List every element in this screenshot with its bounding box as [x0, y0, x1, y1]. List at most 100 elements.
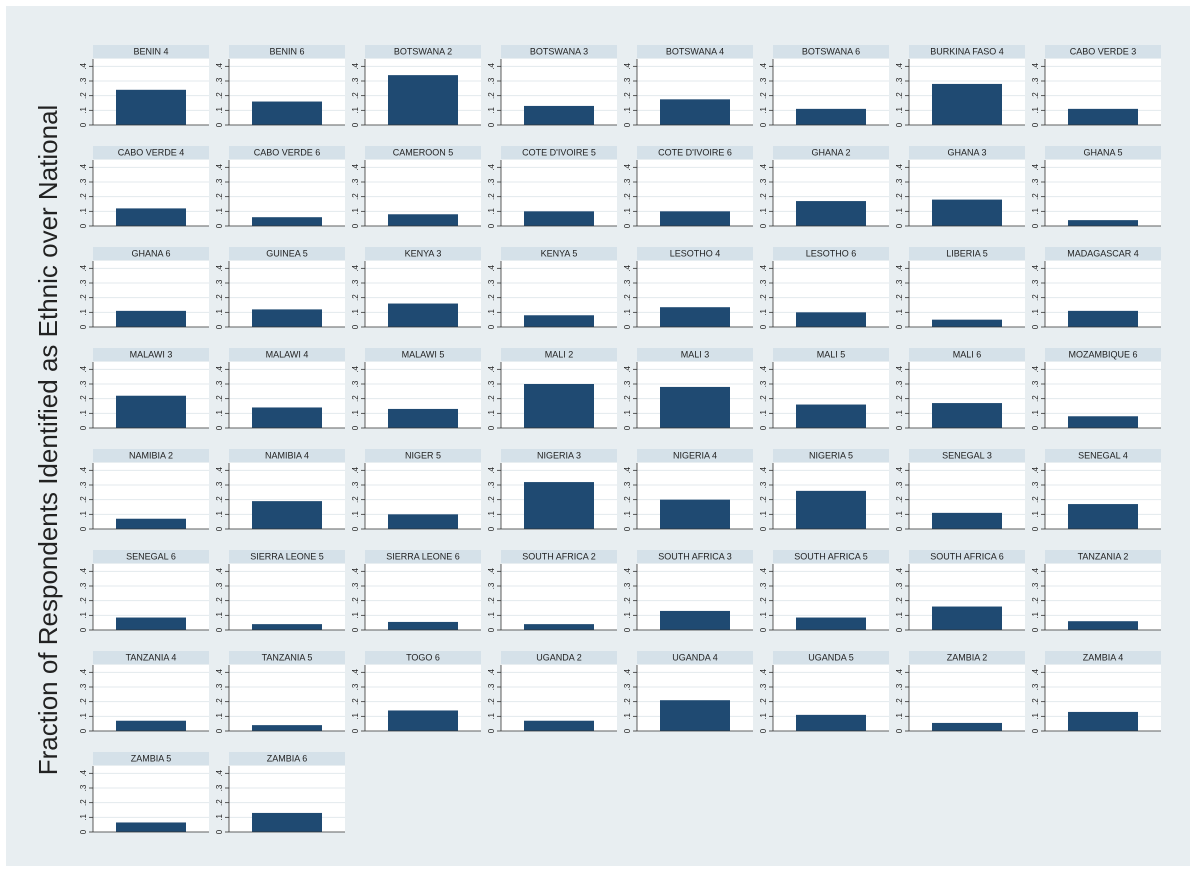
panel-title: MALAWI 5 [402, 349, 445, 359]
y-tick-label: .4 [759, 62, 768, 69]
panel-title: SIERRA LEONE 5 [250, 551, 324, 561]
bar [388, 303, 458, 327]
panel-title: SOUTH AFRICA 2 [522, 551, 596, 561]
y-tick-label: .2 [1031, 496, 1040, 503]
panel-header [909, 247, 1025, 260]
panel-header [93, 550, 209, 563]
bar [252, 407, 322, 428]
y-tick-label: .1 [351, 106, 360, 113]
plot-area [93, 665, 209, 731]
y-tick-label: .3 [215, 178, 224, 185]
y-tick-label: .4 [1031, 163, 1040, 170]
y-tick-label: .2 [623, 193, 632, 200]
panel-header [365, 348, 481, 361]
panel-header [93, 651, 209, 664]
y-tick-label: 0 [215, 627, 224, 632]
panel-header [93, 348, 209, 361]
panel-header [637, 45, 753, 58]
panel-title: CABO VERDE 6 [254, 147, 321, 157]
panel-header [909, 146, 1025, 159]
y-tick-label: .1 [759, 207, 768, 214]
y-tick-label: 0 [623, 526, 632, 531]
y-tick-label: .1 [79, 207, 88, 214]
bar [252, 725, 322, 731]
y-tick-label: 0 [215, 223, 224, 228]
plot-area [229, 160, 345, 226]
y-tick-label: .3 [351, 279, 360, 286]
y-tick-label: .2 [79, 92, 88, 99]
y-tick-label: .3 [623, 77, 632, 84]
panel-header [365, 146, 481, 159]
y-tick-label: 0 [351, 526, 360, 531]
y-tick-label: 0 [351, 728, 360, 733]
panel-header [1045, 550, 1161, 563]
panel-header [909, 45, 1025, 58]
y-tick-label: .3 [79, 683, 88, 690]
y-tick-label: .2 [351, 496, 360, 503]
y-tick-label: .2 [79, 799, 88, 806]
y-tick-label: 0 [1031, 627, 1040, 632]
y-tick-label: .4 [215, 668, 224, 675]
y-tick-label: 0 [487, 627, 496, 632]
y-tick-label: .3 [759, 582, 768, 589]
y-tick-label: .1 [895, 510, 904, 517]
y-tick-label: .3 [895, 279, 904, 286]
y-tick-label: .4 [895, 365, 904, 372]
y-tick-label: .1 [759, 409, 768, 416]
bar [660, 307, 730, 327]
y-tick-label: 0 [351, 425, 360, 430]
y-tick-label: .1 [215, 308, 224, 315]
y-tick-label: .2 [351, 395, 360, 402]
y-tick-label: .3 [487, 178, 496, 185]
y-tick-label: .1 [487, 510, 496, 517]
panel-header [909, 550, 1025, 563]
y-tick-label: .4 [895, 668, 904, 675]
y-tick-label: .3 [623, 178, 632, 185]
y-tick-label: 0 [487, 728, 496, 733]
y-tick-label: .3 [759, 481, 768, 488]
bar [388, 710, 458, 731]
y-tick-label: .4 [351, 466, 360, 473]
y-tick-label: .4 [351, 668, 360, 675]
y-tick-label: 0 [351, 223, 360, 228]
y-tick-label: .3 [623, 380, 632, 387]
y-tick-label: .1 [1031, 510, 1040, 517]
y-tick-label: .4 [487, 163, 496, 170]
panel-title: CAMEROON 5 [393, 147, 454, 157]
y-tick-label: 0 [1031, 122, 1040, 127]
y-tick-label: .4 [623, 62, 632, 69]
bar [1068, 504, 1138, 529]
panel-header [365, 449, 481, 462]
bar [524, 624, 594, 630]
panel-title: BENIN 4 [133, 46, 168, 56]
y-tick-label: 0 [79, 829, 88, 834]
y-tick-label: 0 [351, 122, 360, 127]
y-tick-label: .2 [79, 496, 88, 503]
y-tick-label: .2 [623, 92, 632, 99]
y-tick-label: .3 [1031, 380, 1040, 387]
y-tick-label: .4 [623, 567, 632, 574]
bar [116, 822, 186, 832]
y-tick-label: .3 [215, 582, 224, 589]
panel-title: SOUTH AFRICA 3 [658, 551, 732, 561]
panel-header [637, 550, 753, 563]
y-tick-label: .4 [1031, 466, 1040, 473]
bar [388, 514, 458, 529]
y-tick-label: .4 [487, 365, 496, 372]
y-tick-label: .2 [895, 193, 904, 200]
plot-area [909, 665, 1025, 731]
panel-title: SENEGAL 3 [942, 450, 992, 460]
bar [796, 404, 866, 428]
y-tick-label: .1 [1031, 409, 1040, 416]
y-tick-label: .2 [487, 92, 496, 99]
y-tick-label: 0 [895, 627, 904, 632]
y-tick-label: .4 [1031, 264, 1040, 271]
y-tick-label: .2 [895, 496, 904, 503]
y-tick-label: .4 [1031, 567, 1040, 574]
bar [932, 83, 1002, 125]
panel-header [365, 651, 481, 664]
y-tick-label: 0 [351, 627, 360, 632]
y-tick-label: .3 [895, 77, 904, 84]
bar [116, 89, 186, 125]
y-tick-label: .1 [79, 712, 88, 719]
